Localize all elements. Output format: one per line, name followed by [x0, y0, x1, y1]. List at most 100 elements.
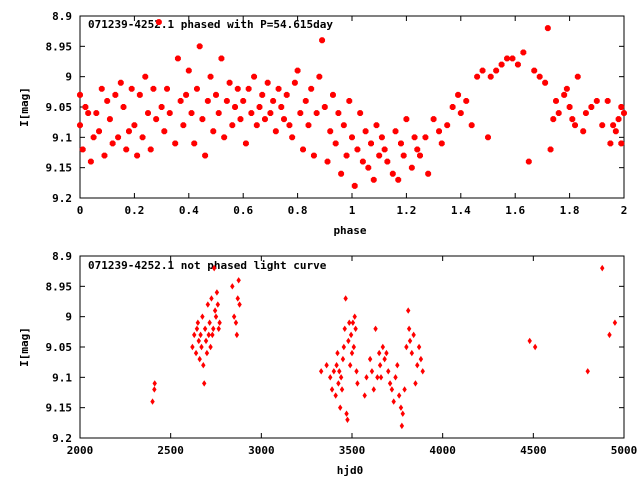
- data-point: [527, 337, 532, 345]
- data-point: [593, 97, 600, 104]
- unphased-x-axis-label: hjd0: [337, 464, 364, 477]
- data-point: [327, 128, 334, 135]
- data-point: [336, 380, 341, 387]
- data-point: [172, 140, 179, 147]
- unphased-x-tick-label: 5000: [611, 444, 638, 457]
- data-point: [195, 319, 201, 326]
- data-point: [422, 134, 429, 141]
- data-point: [479, 67, 486, 74]
- data-point: [542, 79, 549, 86]
- data-point: [396, 392, 402, 399]
- data-point: [316, 73, 323, 80]
- data-point: [230, 283, 235, 290]
- data-point: [155, 19, 162, 26]
- data-point: [348, 331, 354, 339]
- data-point: [218, 55, 225, 62]
- data-point: [206, 331, 211, 339]
- data-point: [582, 110, 589, 117]
- phased-data-points: [77, 19, 627, 189]
- data-point: [547, 146, 554, 153]
- data-point: [344, 410, 349, 417]
- data-point: [142, 73, 149, 80]
- data-point: [381, 146, 388, 153]
- data-point: [561, 91, 568, 98]
- unphased-data-points: [150, 264, 618, 430]
- data-point: [262, 116, 268, 123]
- data-point: [193, 349, 199, 357]
- data-point: [338, 374, 344, 381]
- data-point: [152, 380, 157, 387]
- data-point: [291, 79, 298, 86]
- data-point: [362, 128, 369, 135]
- data-point: [487, 73, 494, 80]
- data-point: [615, 116, 622, 123]
- data-point: [346, 97, 353, 104]
- data-point: [233, 319, 239, 326]
- data-point: [340, 122, 347, 129]
- unphased-y-tick-label: 9.05: [46, 341, 73, 354]
- unphased-panel: 071239-4252.1 not phased light curve hjd…: [18, 250, 637, 477]
- data-point: [607, 140, 614, 147]
- data-point: [229, 122, 236, 129]
- data-point: [409, 349, 415, 357]
- data-point: [406, 307, 411, 314]
- data-point: [275, 85, 282, 92]
- data-point: [297, 110, 304, 117]
- data-point: [283, 91, 290, 98]
- data-point: [286, 122, 293, 129]
- data-point: [391, 398, 396, 405]
- data-point: [153, 116, 160, 123]
- phased-x-tick-label: 1: [349, 204, 356, 217]
- data-point: [267, 110, 274, 117]
- data-point: [520, 49, 527, 56]
- data-point: [242, 140, 249, 147]
- data-point: [209, 295, 214, 302]
- data-point: [393, 374, 398, 381]
- data-point: [430, 116, 437, 123]
- data-point: [355, 380, 360, 387]
- data-point: [321, 104, 328, 110]
- data-point: [349, 134, 355, 141]
- data-point: [213, 91, 219, 98]
- data-point: [210, 128, 217, 135]
- data-point: [166, 110, 173, 117]
- data-point: [402, 386, 407, 393]
- data-point: [574, 73, 581, 80]
- data-point: [498, 61, 505, 68]
- data-point: [354, 146, 361, 153]
- phased-chart-title: 071239-4252.1 phased with P=54.615day: [88, 18, 333, 31]
- data-point: [400, 152, 407, 159]
- data-point: [398, 140, 404, 147]
- data-point: [352, 313, 357, 320]
- data-point: [332, 140, 339, 147]
- data-point: [411, 134, 418, 141]
- data-point: [444, 122, 451, 129]
- data-point: [289, 134, 296, 141]
- data-point: [90, 134, 97, 141]
- data-point: [335, 349, 340, 357]
- data-point: [85, 110, 92, 117]
- data-point: [384, 349, 389, 357]
- data-point: [202, 152, 209, 159]
- data-point: [343, 152, 350, 159]
- data-point: [418, 355, 424, 363]
- data-point: [417, 152, 423, 159]
- data-point: [403, 116, 410, 123]
- data-point: [362, 392, 367, 399]
- data-point: [357, 110, 364, 117]
- data-point: [359, 158, 366, 165]
- data-point: [536, 73, 543, 80]
- data-point: [199, 116, 206, 123]
- data-point: [378, 134, 385, 141]
- data-point: [185, 67, 192, 74]
- data-point: [210, 331, 215, 339]
- data-point: [158, 104, 165, 110]
- data-point: [514, 61, 521, 68]
- data-point: [198, 331, 203, 339]
- data-point: [226, 79, 233, 86]
- data-point: [373, 122, 380, 129]
- data-point: [237, 301, 242, 308]
- data-point: [123, 146, 130, 153]
- data-point: [389, 386, 395, 393]
- data-point: [204, 97, 211, 104]
